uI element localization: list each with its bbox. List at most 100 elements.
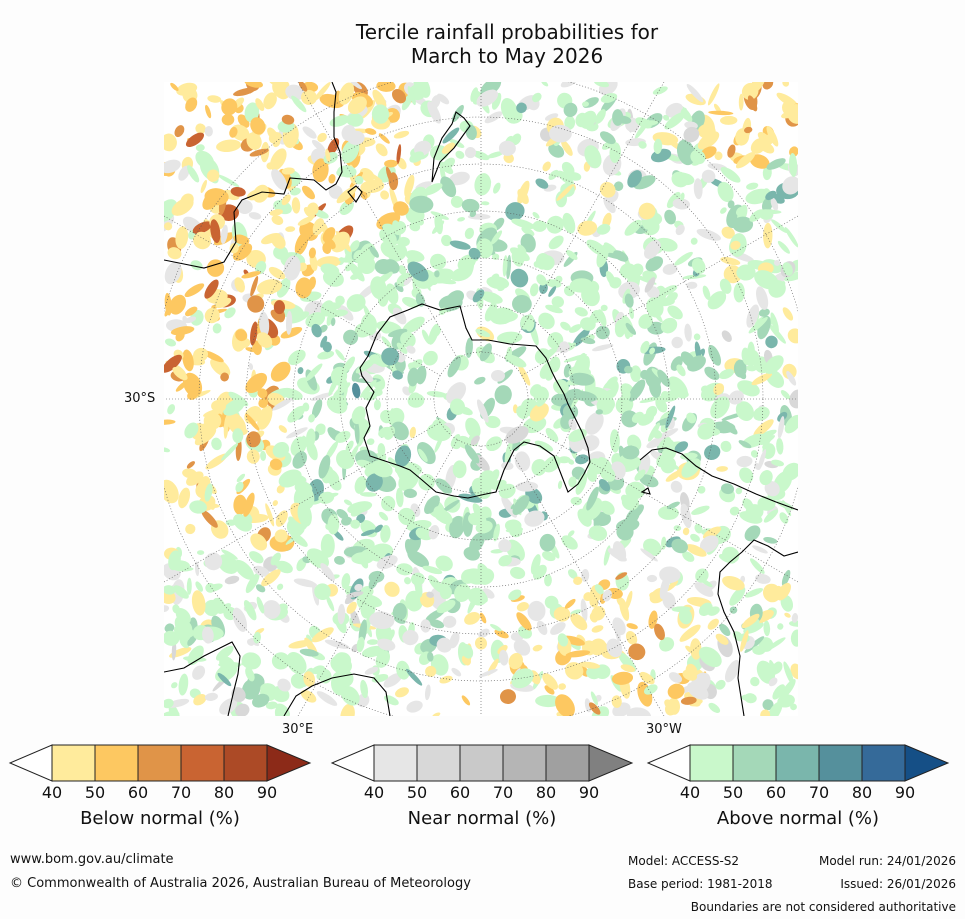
- probability-patch: [605, 270, 617, 287]
- probability-patch: [205, 582, 216, 593]
- probability-patch: [369, 611, 395, 630]
- probability-patch: [414, 580, 423, 598]
- probability-patch: [595, 409, 603, 415]
- probability-patch: [375, 143, 388, 157]
- probability-patch: [739, 467, 754, 484]
- probability-patch: [611, 695, 622, 708]
- probability-patch: [631, 263, 644, 277]
- probability-patch: [299, 648, 319, 657]
- probability-patch: [421, 329, 431, 345]
- probability-patch: [511, 668, 534, 689]
- probability-patch: [531, 458, 547, 476]
- probability-patch: [336, 168, 351, 177]
- probability-patch: [224, 575, 240, 585]
- probability-patch: [719, 278, 732, 294]
- probability-patch: [562, 212, 576, 234]
- tick-label: 80: [535, 783, 557, 802]
- probability-patch: [779, 679, 796, 700]
- map-canvas: [164, 82, 798, 716]
- probability-patch: [344, 264, 352, 272]
- probability-patch: [350, 609, 360, 628]
- probability-patch: [195, 123, 206, 134]
- probability-patch: [285, 310, 293, 335]
- probability-patch: [406, 700, 423, 713]
- probability-patch: [204, 279, 219, 299]
- probability-patch: [697, 123, 716, 139]
- probability-patch: [302, 402, 310, 412]
- probability-patch: [193, 693, 207, 706]
- probability-patch: [788, 153, 798, 177]
- probability-patch: [261, 232, 281, 245]
- probability-patch: [206, 259, 225, 277]
- probability-patch: [708, 345, 722, 366]
- probability-patch: [550, 622, 566, 635]
- probability-patch: [435, 478, 453, 494]
- probability-patch: [384, 695, 399, 706]
- probability-patch: [360, 492, 377, 497]
- probability-patch: [535, 694, 561, 708]
- probability-patch: [295, 277, 313, 299]
- probability-patch: [368, 575, 379, 590]
- probability-patch: [217, 672, 232, 687]
- probability-patch: [626, 623, 638, 630]
- probability-patch: [767, 486, 778, 493]
- probability-patch: [544, 685, 555, 695]
- probability-patch: [351, 406, 366, 425]
- tick-label: 70: [170, 783, 192, 802]
- probability-patch: [666, 191, 681, 209]
- probability-patch: [260, 683, 277, 695]
- probability-patch: [748, 317, 768, 334]
- probability-patch: [621, 389, 631, 401]
- probability-patch: [223, 415, 229, 439]
- probability-patch: [187, 165, 200, 183]
- probability-patch: [235, 329, 248, 342]
- cbar-below-high-arrow: [266, 744, 312, 782]
- probability-patch: [265, 701, 278, 710]
- probability-patch: [782, 176, 798, 195]
- probability-patch: [639, 671, 655, 685]
- probability-patch: [301, 89, 317, 105]
- probability-patch: [665, 405, 676, 429]
- probability-patch: [432, 712, 441, 716]
- probability-patch: [627, 170, 642, 188]
- probability-patch: [380, 190, 390, 200]
- probability-patch: [484, 111, 503, 124]
- tick-label: 50: [722, 783, 744, 802]
- probability-patch: [345, 440, 354, 452]
- probability-patch: [276, 277, 291, 298]
- probability-patch: [326, 395, 348, 414]
- probability-patch: [634, 469, 646, 481]
- probability-patch: [727, 144, 736, 158]
- probability-patch: [752, 645, 766, 655]
- probability-patch: [743, 349, 760, 366]
- probability-patch: [624, 293, 634, 308]
- probability-patch: [490, 623, 502, 632]
- probability-patch: [364, 666, 379, 675]
- cbar-near-70-80: [502, 744, 547, 782]
- probability-patch: [653, 138, 663, 154]
- probability-patch: [782, 307, 794, 321]
- probability-patch: [427, 101, 442, 124]
- polar-map[interactable]: [164, 82, 798, 716]
- probability-patch: [392, 307, 407, 325]
- probability-patch: [361, 169, 383, 182]
- footer-url[interactable]: www.bom.gov.au/climate: [10, 852, 174, 867]
- probability-patch: [735, 487, 743, 495]
- probability-patch: [420, 619, 431, 633]
- probability-patch: [261, 569, 281, 587]
- probability-patch: [347, 444, 359, 466]
- probability-patch: [782, 82, 790, 87]
- probability-patch: [628, 379, 646, 402]
- probability-patch: [474, 173, 492, 196]
- probability-patch: [255, 98, 265, 112]
- probability-patch: [195, 144, 205, 152]
- probability-patch: [293, 658, 302, 672]
- probability-patch: [696, 228, 721, 241]
- cbar-above-60-70: [775, 744, 820, 782]
- probability-patch: [504, 440, 513, 464]
- probability-patch: [280, 326, 303, 339]
- probability-patch: [301, 185, 316, 200]
- cbar-below-80-90: [223, 744, 268, 782]
- probability-patch: [561, 535, 578, 550]
- probability-patch: [476, 568, 495, 585]
